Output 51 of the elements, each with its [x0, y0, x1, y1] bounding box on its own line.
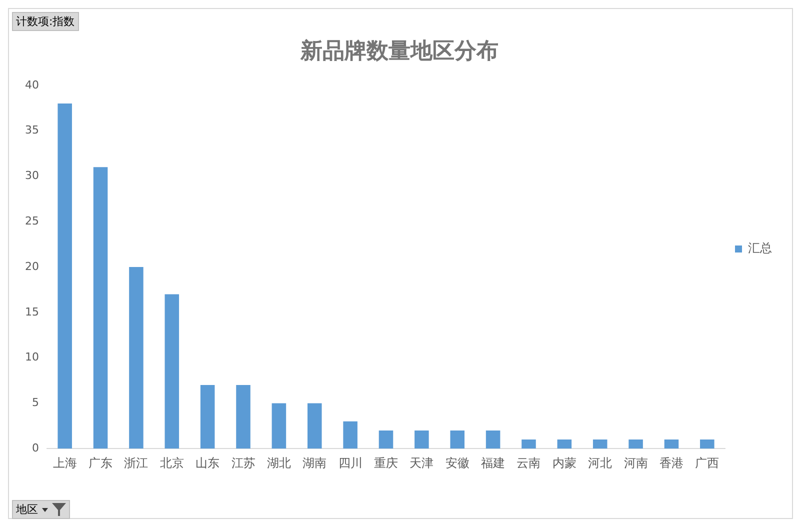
x-tick-label: 浙江 [124, 456, 148, 470]
y-tick-label: 30 [24, 169, 39, 182]
y-tick-label: 5 [32, 396, 39, 410]
x-tick-label: 湖北 [266, 456, 291, 470]
bar [129, 267, 144, 449]
x-tick-label: 香港 [659, 456, 684, 470]
x-tick-label: 福建 [481, 456, 506, 470]
chart-title: 新品牌数量地区分布 [300, 38, 498, 64]
x-tick-label: 安徽 [445, 456, 470, 470]
y-tick-label: 35 [24, 124, 39, 137]
x-tick-label: 云南 [516, 456, 541, 470]
x-tick-label: 湖南 [302, 456, 327, 470]
bar [592, 440, 608, 449]
y-tick-label: 40 [24, 78, 39, 92]
bar [343, 421, 358, 449]
x-tick-label: 重庆 [374, 456, 398, 470]
bar [200, 385, 215, 449]
bar [700, 440, 714, 449]
bar [522, 440, 536, 449]
bar [58, 104, 72, 449]
x-tick-label: 内蒙 [552, 456, 576, 470]
y-tick-label: 20 [24, 260, 39, 273]
x-tick-label: 江苏 [231, 456, 256, 470]
bar [378, 430, 394, 449]
bar [486, 430, 500, 449]
bar [93, 167, 108, 449]
y-tick-label: 15 [24, 305, 39, 318]
text: 计数项:指数 [12, 12, 79, 31]
y-tick-label: 10 [24, 350, 39, 364]
bar [307, 403, 322, 449]
bar [272, 403, 286, 449]
y-tick-label: 0 [32, 441, 39, 454]
bar [628, 440, 643, 449]
x-tick-label: 四川 [338, 456, 362, 470]
x-tick-label: 河南 [624, 456, 648, 470]
bar [164, 294, 180, 449]
bar [664, 440, 679, 449]
bar [236, 385, 250, 449]
x-tick-label: 河北 [588, 456, 612, 470]
bar [557, 440, 572, 449]
bar [414, 430, 429, 449]
text: 地区 [16, 502, 38, 517]
x-tick-label: 北京 [160, 456, 184, 470]
x-tick-label: 广西 [695, 456, 720, 470]
x-tick-label: 天津 [410, 456, 434, 470]
x-tick-label: 上海 [52, 456, 77, 470]
x-tick-label: 山东 [196, 456, 220, 470]
y-tick-label: 25 [24, 214, 39, 228]
bar [450, 430, 465, 449]
legend-label: 汇总 [748, 241, 772, 256]
x-tick-label: 广东 [88, 456, 113, 470]
